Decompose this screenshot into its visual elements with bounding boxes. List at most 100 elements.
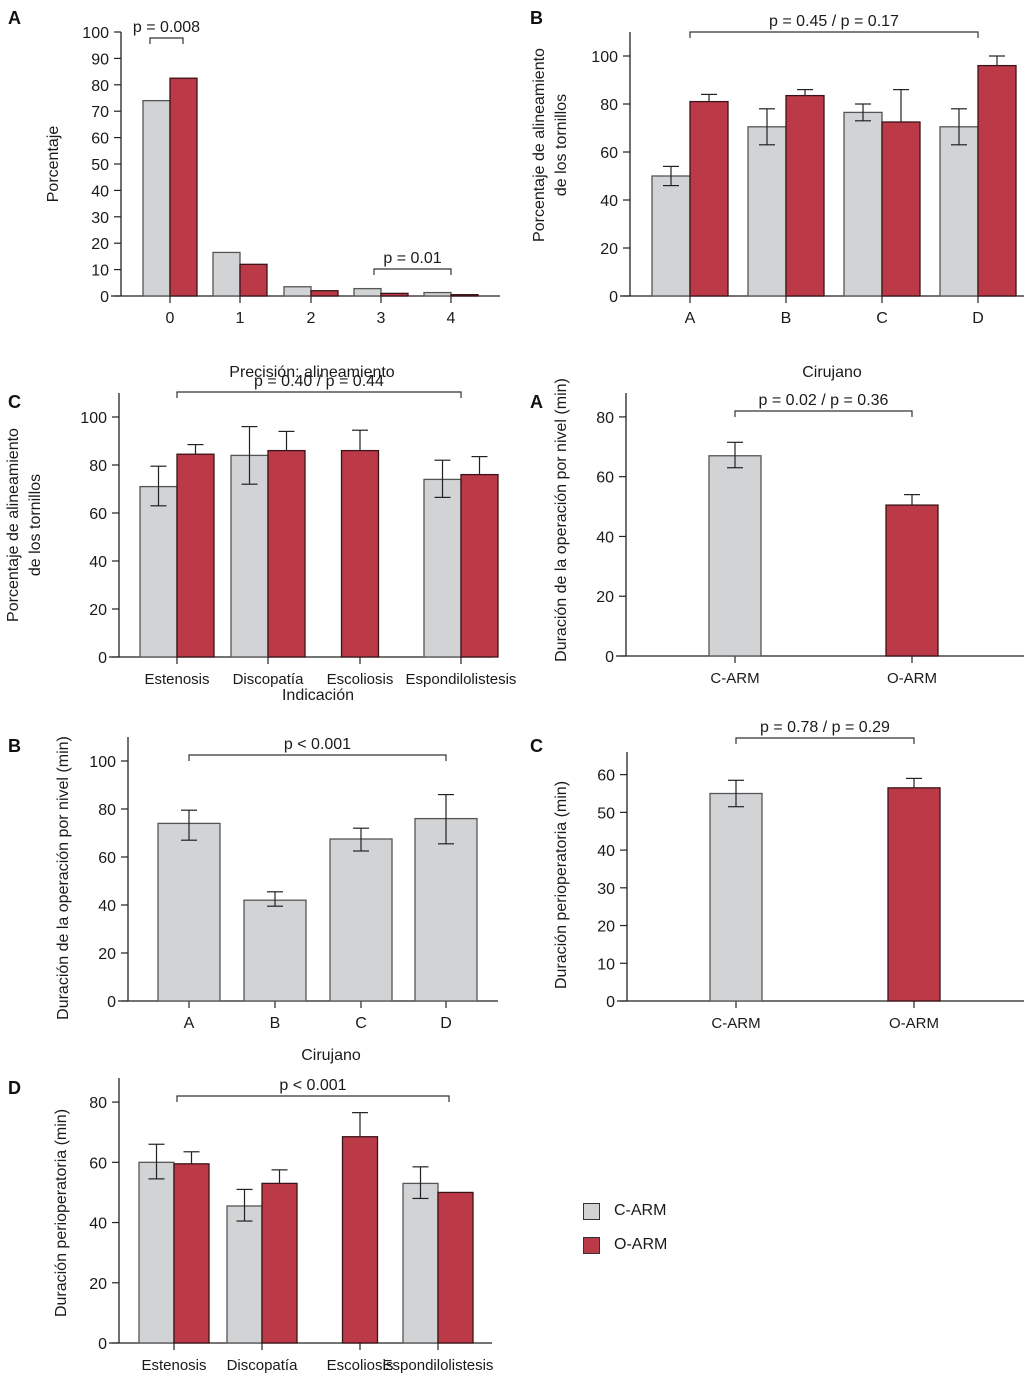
x-tick-label: 0 <box>166 310 175 327</box>
x-tick-label: Espondilolistesis <box>406 671 517 688</box>
bar-c-arm-discopat-a <box>226 1205 263 1344</box>
y-tick-label: 40 <box>98 898 116 915</box>
p-value-label: p < 0.001 <box>284 736 351 753</box>
chart-periop-duration-device: C 0 10 20 30 40 50 60 C-ARM O-ARM p = 0.78 / p = 0… <box>530 719 1024 1032</box>
bar-o-arm-c <box>881 121 921 297</box>
bar-c-arm-c <box>329 838 393 1002</box>
bar-o-arm-b <box>785 94 825 297</box>
bar-o-arm-d <box>977 64 1017 297</box>
bar-c-arm-b <box>243 899 307 1002</box>
x-tick-label: 3 <box>377 310 386 327</box>
bar-o-arm-discopat-a <box>261 1182 298 1344</box>
bar-o-arm-escoliosis <box>341 1136 379 1344</box>
y-tick-label: 0 <box>107 994 116 1011</box>
y-tick-label: 20 <box>98 946 116 963</box>
chart-periop-duration-indication: D 0 20 40 60 80 Estenosis Discopatía EscoliosisE… <box>8 1077 493 1374</box>
p-value-label: p < 0.001 <box>279 1077 346 1094</box>
y-tick-label: 40 <box>91 183 109 200</box>
x-tick-label: 4 <box>447 310 456 327</box>
bar-c-arm-espondilolistesis <box>402 1182 439 1344</box>
x-axis-title: Cirujano <box>301 1047 361 1064</box>
bar-c-arm-a <box>651 175 691 297</box>
legend-swatch-c-arm <box>583 1202 600 1220</box>
bar-c-arm-estenosis <box>138 1161 175 1344</box>
bar-c-arm-estenosis <box>139 485 178 658</box>
y-tick-label: 80 <box>91 78 109 95</box>
legend-label-c-arm: C-ARM <box>614 1202 667 1219</box>
y-axis-title-line: Porcentaje de alineamiento <box>5 428 22 622</box>
y-tick-label: 70 <box>91 104 109 121</box>
legend-label-o-arm: O-ARM <box>614 1236 668 1253</box>
x-tick-label: Discopatía <box>233 671 305 688</box>
x-tick-label: 1 <box>236 310 245 327</box>
bar-duraci-n-c-arm <box>709 792 763 1002</box>
y-axis-title-line: Duración perioperatoria (min) <box>53 1109 70 1317</box>
y-tick-label: 60 <box>91 131 109 148</box>
y-axis-title: Duración de la operación por nivel (min) <box>553 378 570 662</box>
y-tick-label: 40 <box>596 529 614 546</box>
x-axis-title: Precisión: alineamiento <box>229 364 395 381</box>
legend-item-o-arm: O-ARM <box>583 1228 667 1262</box>
bar-c-arm-1 <box>212 251 241 297</box>
y-tick-label: 0 <box>606 994 615 1011</box>
x-tick-label: C-ARM <box>711 1015 760 1032</box>
bar-duraci-n-o-arm <box>885 504 939 657</box>
x-tick-label: B <box>270 1015 281 1032</box>
p-value-label: p = 0.008 <box>133 19 200 36</box>
x-tick-label: 2 <box>307 310 316 327</box>
bar-c-arm-d <box>939 126 979 297</box>
y-tick-label: 60 <box>597 768 615 785</box>
y-tick-label: 60 <box>600 145 618 162</box>
y-tick-label: 40 <box>597 843 615 860</box>
p-value-label: p = 0.02 / p = 0.36 <box>759 392 889 409</box>
bar-c-arm-espondilolistesis <box>423 478 462 658</box>
y-axis-title-line: Porcentaje de alineamiento <box>531 48 548 242</box>
bar-c-arm-0 <box>142 99 171 297</box>
y-tick-label: 20 <box>596 589 614 606</box>
bar-c-arm-4 <box>423 291 452 297</box>
x-axis-title: Cirujano <box>802 364 862 381</box>
y-axis-title: Duración perioperatoria (min) <box>53 1109 70 1317</box>
y-tick-label: 0 <box>98 650 107 667</box>
panel-letter: B <box>530 8 543 28</box>
bar-o-arm-discopat-a <box>267 449 306 658</box>
bar-o-arm-1 <box>239 263 268 297</box>
bar-c-arm-2 <box>283 286 312 297</box>
bar-o-arm-espondilolistesis <box>460 473 499 658</box>
bar-duraci-n-c-arm <box>708 455 762 657</box>
x-tick-label: Escoliosis <box>327 1357 394 1374</box>
y-tick-label: 60 <box>89 1155 107 1172</box>
significance-bracket <box>373 268 452 275</box>
y-tick-label: 10 <box>91 263 109 280</box>
x-tick-label: D <box>440 1015 452 1032</box>
y-tick-label: 0 <box>605 649 614 666</box>
y-tick-label: 20 <box>91 236 109 253</box>
chart-alignment-surgeon: B 0 20 40 60 80 100 A B C Dp = 0.45 / p = 0.17 Porc… <box>530 8 1024 381</box>
chart-op-duration-surgeon: B 0 20 40 60 80 100 A B C Dp < 0.001 Duración de la… <box>8 736 498 1064</box>
x-tick-label: O-ARM <box>889 1015 939 1032</box>
y-axis-title-line: de los tornillos <box>27 474 44 576</box>
y-tick-label: 20 <box>600 241 618 258</box>
y-tick-label: 100 <box>591 49 618 66</box>
panel-letter: B <box>8 736 21 756</box>
y-tick-label: 0 <box>100 289 109 306</box>
y-tick-label: 50 <box>597 805 615 822</box>
x-tick-label: A <box>685 310 696 327</box>
y-tick-label: 100 <box>89 754 116 771</box>
y-tick-label: 20 <box>597 919 615 936</box>
bar-o-arm-escoliosis <box>340 449 380 658</box>
x-tick-label: D <box>972 310 984 327</box>
y-axis-title-line: Duración perioperatoria (min) <box>553 781 570 989</box>
y-tick-label: 20 <box>89 602 107 619</box>
y-axis-title: Porcentaje de alineamiento de los tornill… <box>531 48 570 242</box>
x-tick-label: B <box>781 310 792 327</box>
panel-letter: C <box>8 392 21 412</box>
x-tick-label: A <box>184 1015 195 1032</box>
x-tick-label: Discopatía <box>227 1357 299 1374</box>
bar-c-arm-c <box>843 111 883 297</box>
y-tick-label: 40 <box>600 193 618 210</box>
y-tick-label: 80 <box>89 1095 107 1112</box>
bar-o-arm-0 <box>169 77 198 297</box>
x-tick-label: Espondilolistesis <box>383 1357 494 1374</box>
